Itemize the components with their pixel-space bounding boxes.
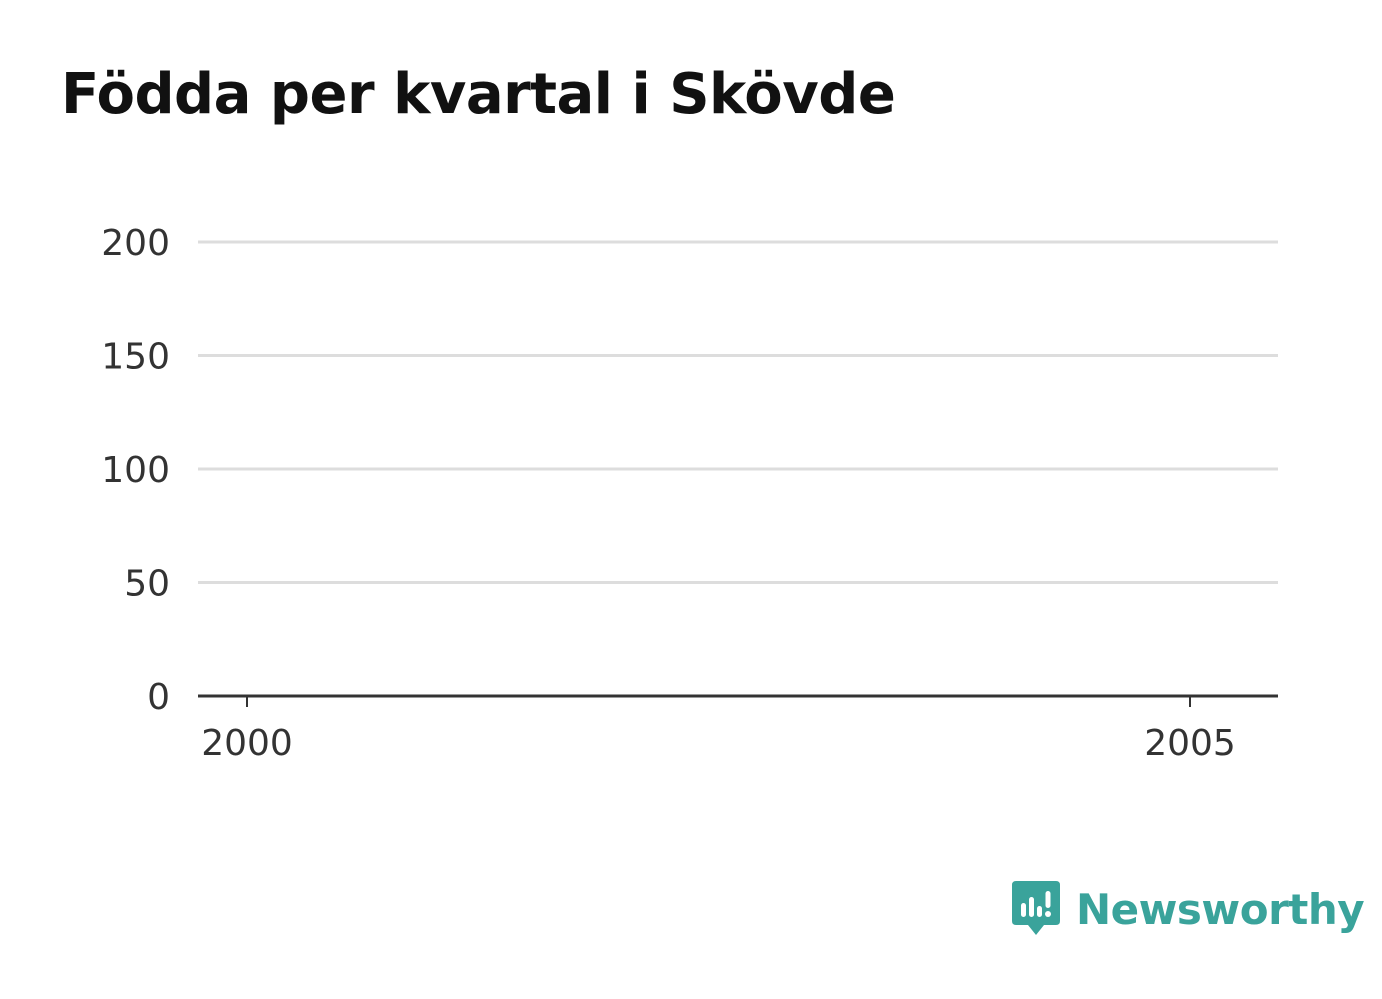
chart-title: Födda per kvartal i Skövde (61, 62, 896, 127)
y-tick-label: 100 (101, 450, 170, 491)
y-tick-label: 200 (101, 223, 170, 264)
labels: 050100150200200020052010201520202025109 (101, 223, 1236, 764)
y-tick-label: 50 (124, 564, 170, 605)
y-tick-label: 0 (147, 677, 170, 718)
newsworthy-logo-icon (1012, 881, 1060, 935)
brand-name: Newsworthy (1076, 884, 1365, 934)
x-tick-label: 2000 (201, 723, 293, 764)
x-tick-label: 2005 (1144, 723, 1236, 764)
y-tick-label: 150 (101, 337, 170, 378)
axes (198, 694, 1278, 707)
brand-logo: Newsworthy (1010, 879, 1365, 939)
gridlines (198, 240, 1278, 584)
